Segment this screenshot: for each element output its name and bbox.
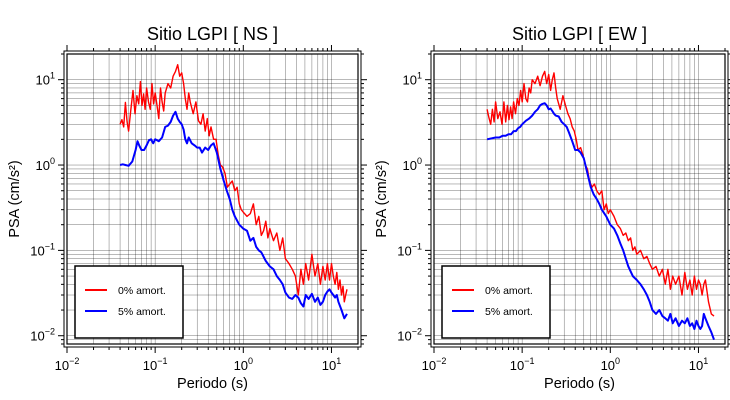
legend-label: 5% amort. <box>485 306 533 318</box>
y-axis-label: PSA (cm/s²) <box>374 160 390 237</box>
y-tick-label: 101 <box>403 71 422 88</box>
plot-frame <box>433 53 726 345</box>
y-tick-label: 10−2 <box>30 327 55 344</box>
y-tick-label: 100 <box>403 156 422 173</box>
legend-label: 5% amort. <box>118 306 166 318</box>
axis-ticks <box>58 45 367 353</box>
y-axis-label: PSA (cm/s²) <box>7 160 23 237</box>
x-tick-label: 100 <box>601 356 620 373</box>
x-tick-label: 101 <box>322 356 341 373</box>
y-tick-label: 100 <box>36 156 55 173</box>
y-tick-label: 101 <box>36 71 55 88</box>
legend-box <box>74 265 184 339</box>
legend-box <box>441 265 551 339</box>
charts: 10−2 10−1 100 101 10−2 10−1 100 101 Sitio LGPI [… <box>7 24 730 392</box>
y-tick-label: 10−1 <box>30 241 55 258</box>
chart-title: Sitio LGPI [ NS ] <box>147 24 278 44</box>
series-line-blue <box>486 102 715 340</box>
x-axis-label: Periodo (s) <box>177 376 248 392</box>
x-tick-label: 10−2 <box>55 356 80 373</box>
y-tick-label: 10−2 <box>397 327 422 344</box>
x-tick-label: 101 <box>689 356 708 373</box>
series-line-blue <box>119 110 348 320</box>
x-tick-label: 100 <box>234 356 253 373</box>
legend: 0% amort. 5% amort. <box>74 265 184 339</box>
legend: 0% amort. 5% amort. <box>441 265 551 339</box>
chart-title: Sitio LGPI [ EW ] <box>512 24 647 44</box>
chart-panel-2: 10−2 10−1 100 101 10−2 10−1 100 101 Sitio LGPI [… <box>374 24 730 392</box>
chart-panel-1: 10−2 10−1 100 101 10−2 10−1 100 101 Sitio LGPI [… <box>7 24 367 392</box>
x-axis-label: Periodo (s) <box>544 376 615 392</box>
plot-frame <box>66 53 359 345</box>
x-tick-label: 10−1 <box>510 356 535 373</box>
x-tick-label: 10−2 <box>422 356 447 373</box>
legend-label: 0% amort. <box>485 285 533 297</box>
y-tick-label: 10−1 <box>397 241 422 258</box>
series-line-red <box>119 64 348 303</box>
x-tick-label: 10−1 <box>143 356 168 373</box>
legend-label: 0% amort. <box>118 285 166 297</box>
